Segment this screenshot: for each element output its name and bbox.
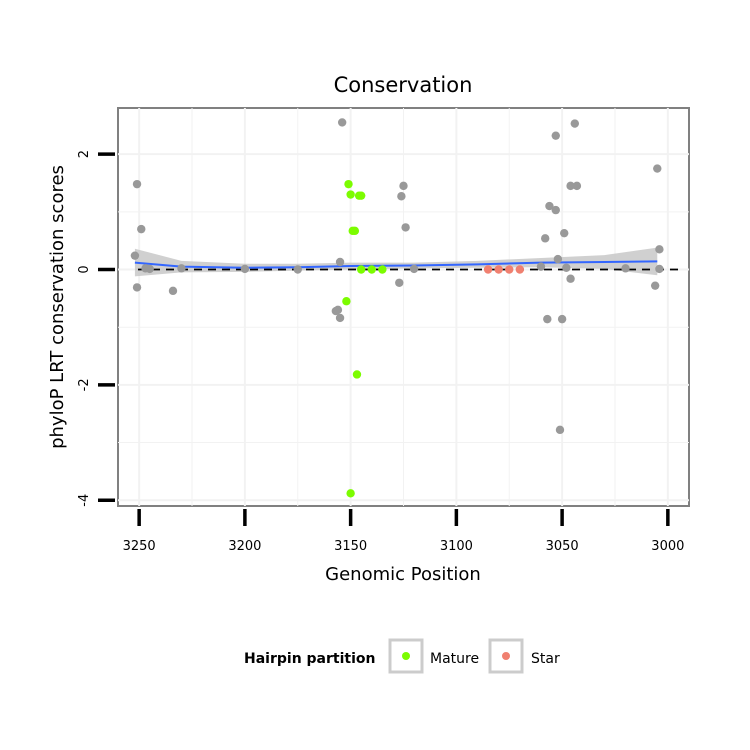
legend-key-star [502, 652, 510, 660]
data-point-mature [367, 265, 376, 274]
data-point-star [515, 265, 525, 274]
data-point-other [177, 264, 186, 273]
data-point-other [551, 205, 560, 215]
data-point-other [562, 263, 571, 272]
data-point-other [399, 181, 408, 191]
data-point-other [335, 313, 345, 323]
data-point-mature [350, 226, 360, 236]
y-tick-label: 0 [77, 265, 92, 273]
data-point-other [130, 251, 140, 260]
data-point-mature [357, 265, 366, 274]
x-tick-label: 3000 [651, 539, 684, 554]
x-tick-label: 3250 [123, 539, 156, 554]
data-point-other [397, 192, 406, 201]
data-point-mature [344, 179, 353, 189]
legend-title: Hairpin partition [244, 651, 375, 667]
data-point-mature [346, 489, 355, 498]
data-point-star [505, 265, 514, 274]
data-point-other [395, 278, 404, 287]
data-point-other [132, 179, 142, 189]
data-point-star [494, 265, 503, 274]
data-points [130, 118, 664, 498]
data-point-mature [342, 297, 351, 306]
data-point-mature [354, 191, 364, 200]
data-point-other [621, 264, 630, 273]
data-point-other [560, 228, 569, 238]
data-point-other [551, 131, 560, 140]
data-point-other [401, 223, 410, 232]
y-axis-title: phyloP LRT conservation scores [47, 165, 68, 449]
data-point-other [337, 118, 347, 127]
data-point-mature [352, 370, 362, 379]
data-point-other [168, 286, 178, 296]
data-point-other [335, 257, 345, 267]
x-tick-label: 3150 [334, 539, 367, 554]
legend-key-mature [402, 652, 410, 660]
x-axis-title: Genomic Position [325, 564, 481, 585]
data-point-mature [346, 190, 355, 199]
data-point-other [293, 265, 302, 274]
y-tick-label: -4 [77, 494, 92, 507]
x-tick-label: 3050 [546, 539, 579, 554]
x-tick-label: 3100 [440, 539, 473, 554]
data-point-other [572, 181, 582, 191]
legend-label-star: Star [531, 651, 560, 667]
data-point-other [653, 164, 662, 173]
data-point-other [555, 425, 565, 435]
y-tick-label: -2 [77, 378, 92, 391]
data-point-other [557, 314, 567, 324]
x-tick-label: 3200 [228, 539, 261, 554]
chart-title: Conservation [334, 73, 473, 97]
data-point-other [333, 305, 343, 315]
data-point-other [655, 245, 664, 254]
data-point-other [536, 262, 546, 271]
data-point-other [145, 264, 154, 274]
data-point-other [543, 314, 552, 324]
axes: 3250 3200 3150 3100 3050 3000 2 0 -2 -4 [77, 150, 684, 554]
data-point-other [566, 181, 575, 191]
data-point-star [483, 265, 493, 274]
y-tick-label: 2 [77, 150, 92, 158]
data-point-other [540, 234, 550, 243]
data-point-other [240, 264, 250, 274]
data-point-other [655, 264, 664, 274]
legend-label-mature: Mature [430, 651, 479, 667]
data-point-other [566, 274, 575, 283]
data-point-other [137, 224, 146, 234]
data-point-other [570, 119, 579, 128]
data-point-other [650, 281, 660, 290]
data-point-other [132, 283, 142, 292]
data-point-other [409, 264, 419, 274]
legend: Hairpin partition Mature Star [244, 638, 560, 674]
data-point-other [545, 201, 554, 211]
data-point-other [553, 254, 563, 264]
data-point-mature [378, 265, 387, 274]
